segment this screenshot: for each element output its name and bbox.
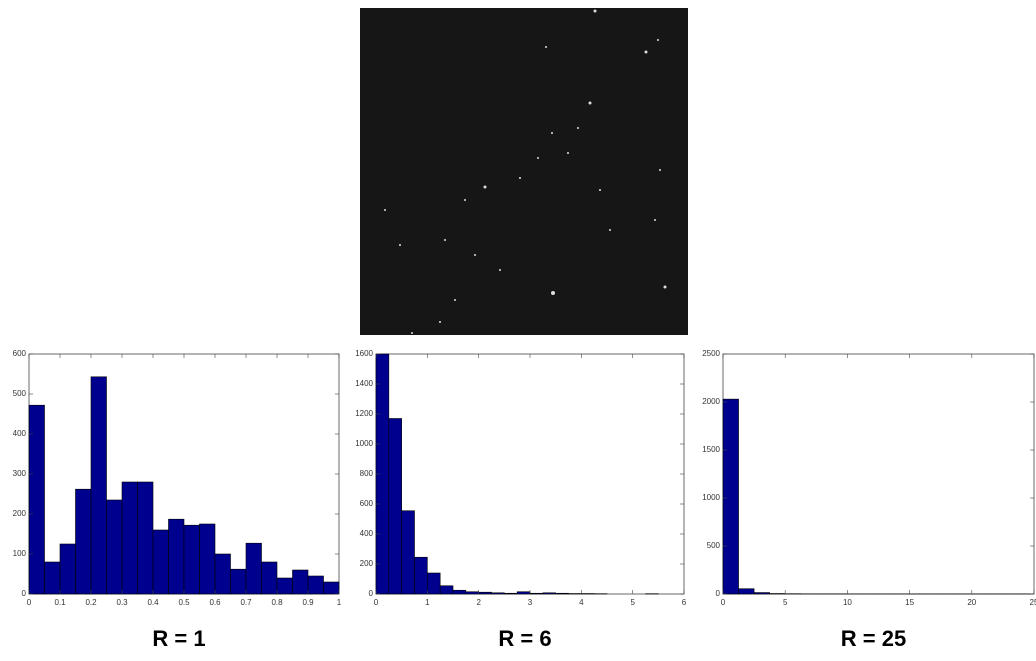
y-tick-label: 2000	[702, 397, 720, 406]
x-tick-label: 0	[374, 598, 379, 607]
x-tick-label: 0.7	[240, 598, 252, 607]
bar	[215, 554, 231, 594]
bar	[453, 590, 466, 594]
bar	[277, 578, 293, 594]
y-tick-label: 500	[13, 389, 27, 398]
bar	[184, 525, 200, 594]
y-tick-label: 2500	[702, 349, 720, 358]
y-tick-label: 800	[360, 469, 374, 478]
bar	[754, 593, 770, 594]
y-tick-label: 1600	[355, 349, 373, 358]
y-tick-label: 0	[716, 589, 721, 598]
y-tick-label: 600	[360, 499, 374, 508]
x-tick-label: 1	[337, 598, 342, 607]
bar	[402, 511, 415, 594]
y-tick-label: 400	[13, 429, 27, 438]
bar	[556, 593, 569, 594]
bar	[389, 419, 402, 595]
x-tick-label: 2	[476, 598, 481, 607]
bar	[169, 519, 185, 594]
bar	[153, 530, 169, 594]
y-tick-label: 1200	[355, 409, 373, 418]
x-tick-label: 0.5	[178, 598, 190, 607]
bar	[200, 524, 216, 594]
y-tick-label: 0	[369, 589, 374, 598]
x-tick-label: 10	[843, 598, 852, 607]
x-tick-label: 0.2	[85, 598, 97, 607]
x-tick-label: 3	[528, 598, 533, 607]
bar	[543, 593, 556, 594]
y-tick-label: 500	[707, 541, 721, 550]
bar	[91, 377, 107, 594]
y-tick-label: 1000	[702, 493, 720, 502]
x-tick-label: 6	[682, 598, 687, 607]
bar	[76, 489, 92, 594]
bar	[504, 593, 517, 594]
bar	[723, 399, 739, 594]
bar	[246, 543, 262, 594]
x-tick-label: 5	[630, 598, 635, 607]
bar	[324, 582, 340, 594]
x-tick-label: 25	[1030, 598, 1036, 607]
y-tick-label: 200	[360, 559, 374, 568]
y-tick-label: 200	[13, 509, 27, 518]
x-tick-label: 0	[721, 598, 726, 607]
x-tick-label: 1	[425, 598, 430, 607]
y-tick-label: 100	[13, 549, 27, 558]
bar	[415, 557, 428, 594]
y-tick-label: 1400	[355, 379, 373, 388]
bar	[308, 576, 324, 594]
bar	[45, 562, 61, 594]
caption: R = 6	[498, 626, 551, 651]
bar	[107, 500, 123, 594]
caption: R = 25	[841, 626, 906, 651]
bar	[466, 592, 479, 594]
bar	[29, 405, 45, 594]
bar	[138, 482, 154, 594]
bar	[479, 592, 492, 594]
bar	[492, 593, 505, 594]
bar	[262, 562, 278, 594]
x-tick-label: 0.1	[54, 598, 66, 607]
y-tick-label: 600	[13, 349, 27, 358]
caption: R = 1	[152, 626, 205, 651]
bar	[530, 593, 543, 594]
x-tick-label: 0	[27, 598, 32, 607]
y-tick-label: 0	[22, 589, 27, 598]
x-tick-label: 20	[967, 598, 976, 607]
plot-area	[723, 354, 1034, 594]
y-tick-label: 300	[13, 469, 27, 478]
y-tick-label: 1000	[355, 439, 373, 448]
x-tick-label: 0.4	[147, 598, 159, 607]
x-tick-label: 4	[579, 598, 584, 607]
x-tick-label: 0.8	[271, 598, 283, 607]
bar	[231, 569, 247, 594]
x-tick-label: 0.9	[302, 598, 314, 607]
bar	[739, 589, 755, 594]
x-tick-label: 15	[905, 598, 914, 607]
bar	[60, 544, 76, 594]
bar	[440, 586, 453, 594]
y-tick-label: 1500	[702, 445, 720, 454]
x-tick-label: 0.6	[209, 598, 221, 607]
fluorescence-image	[360, 8, 688, 335]
bar	[122, 482, 138, 594]
bar	[517, 592, 530, 594]
x-tick-label: 0.3	[116, 598, 128, 607]
bar	[427, 573, 440, 594]
y-tick-label: 400	[360, 529, 374, 538]
x-tick-label: 5	[783, 598, 788, 607]
bar	[293, 570, 309, 594]
